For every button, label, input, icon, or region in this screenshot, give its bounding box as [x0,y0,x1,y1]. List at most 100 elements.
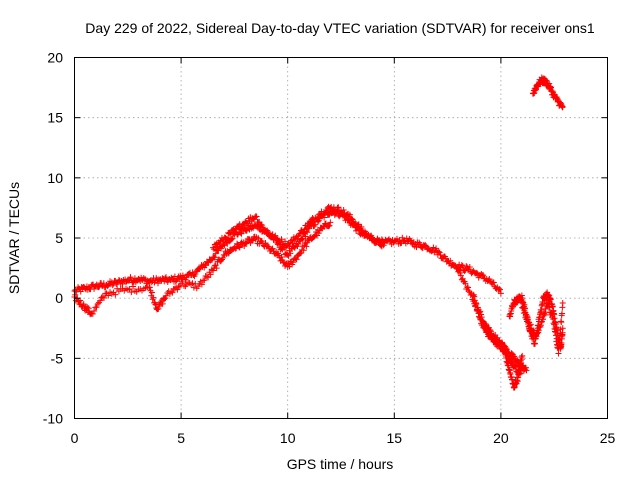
data-marker [437,251,444,258]
data-point [504,348,511,355]
data-marker [496,285,503,292]
data-marker [303,243,310,250]
data-marker [457,269,464,276]
data-point [559,299,566,306]
data-marker [545,299,552,306]
data-marker [96,283,103,290]
axis-ticks [74,57,608,419]
data-marker [189,280,196,287]
data-marker [522,311,529,318]
data-marker [558,319,565,326]
data-marker [463,263,470,270]
data-marker [546,80,553,87]
data-marker [85,305,92,312]
data-marker [236,244,243,251]
data-marker [346,211,353,218]
data-point [284,251,291,258]
data-marker [461,267,468,274]
series-lower-band [71,219,334,318]
data-marker [112,291,119,298]
data-marker [130,283,137,290]
data-point [80,302,87,309]
data-marker [457,272,464,279]
data-marker [472,299,479,306]
data-marker [548,310,555,317]
data-marker [513,380,520,387]
y-tick-label: 15 [47,110,63,126]
data-marker [229,235,236,242]
y-tick-label: -10 [43,411,63,427]
data-marker [335,204,342,211]
data-marker [340,207,347,214]
data-marker [322,210,329,217]
data-point [497,290,504,297]
data-marker [548,296,555,303]
data-marker [173,277,180,284]
data-marker [290,259,297,266]
data-marker [355,221,362,228]
data-marker [237,225,244,232]
data-marker [368,232,375,239]
data-marker [550,316,557,323]
data-marker [299,236,306,243]
data-marker [212,262,219,269]
data-marker [127,274,134,281]
y-tick-labels: -10 -5 0 5 10 15 20 [43,50,63,427]
data-marker [287,250,294,257]
data-marker [497,286,504,293]
data-marker [527,321,534,328]
data-marker [201,277,208,284]
data-marker [91,308,98,315]
data-marker [227,231,234,238]
data-marker [312,221,319,228]
data-point [348,215,355,222]
data-marker [393,235,400,242]
data-point [519,352,526,359]
data-marker [205,274,212,281]
data-marker [89,310,96,317]
data-marker [183,274,190,281]
data-marker [311,233,318,240]
data-marker [211,254,218,261]
data-marker [545,304,552,311]
data-marker [325,223,332,230]
data-marker [169,289,176,296]
data-marker [109,282,116,289]
chart-title: Day 229 of 2022, Sidereal Day-to-day VTE… [85,20,595,36]
data-point [555,350,562,357]
series-high-outlier [529,74,566,111]
data-marker [265,243,272,250]
x-axis-label: GPS time / hours [287,456,394,472]
data-marker [126,286,133,293]
data-marker [399,234,406,241]
y-tick-label: -5 [51,350,64,366]
data-marker [175,283,182,290]
x-tick-labels: 0 5 10 15 20 25 [71,430,616,446]
data-marker [278,253,285,260]
data-marker [475,310,482,317]
data-marker [543,77,550,84]
data-marker [241,222,248,229]
data-marker [95,284,102,291]
data-marker [321,224,328,231]
data-point [163,292,170,299]
data-marker [303,225,310,232]
data-marker [203,273,210,280]
data-marker [84,304,91,311]
x-tick-label: 5 [177,430,185,446]
data-markers [71,74,566,391]
data-marker [541,311,548,318]
data-marker [422,242,429,249]
data-marker [262,240,269,247]
data-marker [435,248,442,255]
data-marker [190,284,197,291]
data-marker [555,344,562,351]
data-marker [150,294,157,301]
data-marker [152,301,159,308]
data-marker [314,214,321,221]
data-marker [100,294,107,301]
x-tick-label: 25 [600,430,616,446]
x-tick-label: 10 [280,430,296,446]
data-marker [515,359,522,366]
